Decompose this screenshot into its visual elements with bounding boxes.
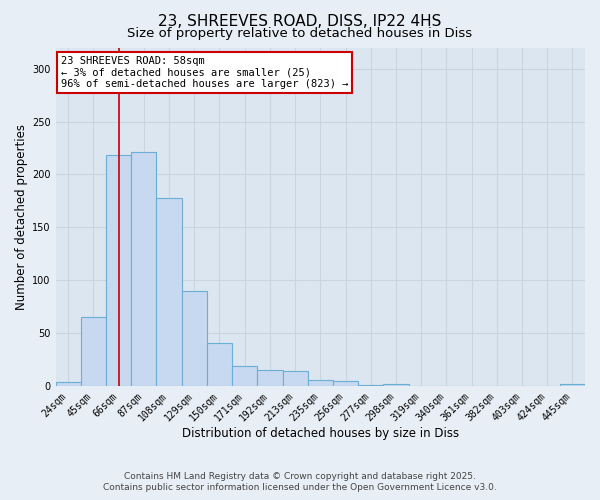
Bar — [308, 380, 333, 386]
Text: Size of property relative to detached houses in Diss: Size of property relative to detached ho… — [127, 28, 473, 40]
Bar — [283, 371, 308, 386]
Bar — [157, 198, 182, 386]
Bar — [333, 380, 358, 386]
X-axis label: Distribution of detached houses by size in Diss: Distribution of detached houses by size … — [182, 427, 459, 440]
Bar — [232, 366, 257, 386]
Bar — [257, 370, 283, 386]
Bar — [131, 152, 157, 386]
Text: Contains HM Land Registry data © Crown copyright and database right 2025.: Contains HM Land Registry data © Crown c… — [124, 472, 476, 481]
Bar — [81, 317, 106, 386]
Bar — [182, 291, 207, 386]
Bar — [358, 385, 383, 386]
Bar — [56, 382, 81, 386]
Text: 23, SHREEVES ROAD, DISS, IP22 4HS: 23, SHREEVES ROAD, DISS, IP22 4HS — [158, 14, 442, 29]
Bar — [106, 156, 131, 386]
Bar — [383, 384, 409, 386]
Text: 23 SHREEVES ROAD: 58sqm
← 3% of detached houses are smaller (25)
96% of semi-det: 23 SHREEVES ROAD: 58sqm ← 3% of detached… — [61, 56, 348, 89]
Y-axis label: Number of detached properties: Number of detached properties — [15, 124, 28, 310]
Bar — [207, 342, 232, 386]
Text: Contains public sector information licensed under the Open Government Licence v3: Contains public sector information licen… — [103, 484, 497, 492]
Bar — [560, 384, 585, 386]
